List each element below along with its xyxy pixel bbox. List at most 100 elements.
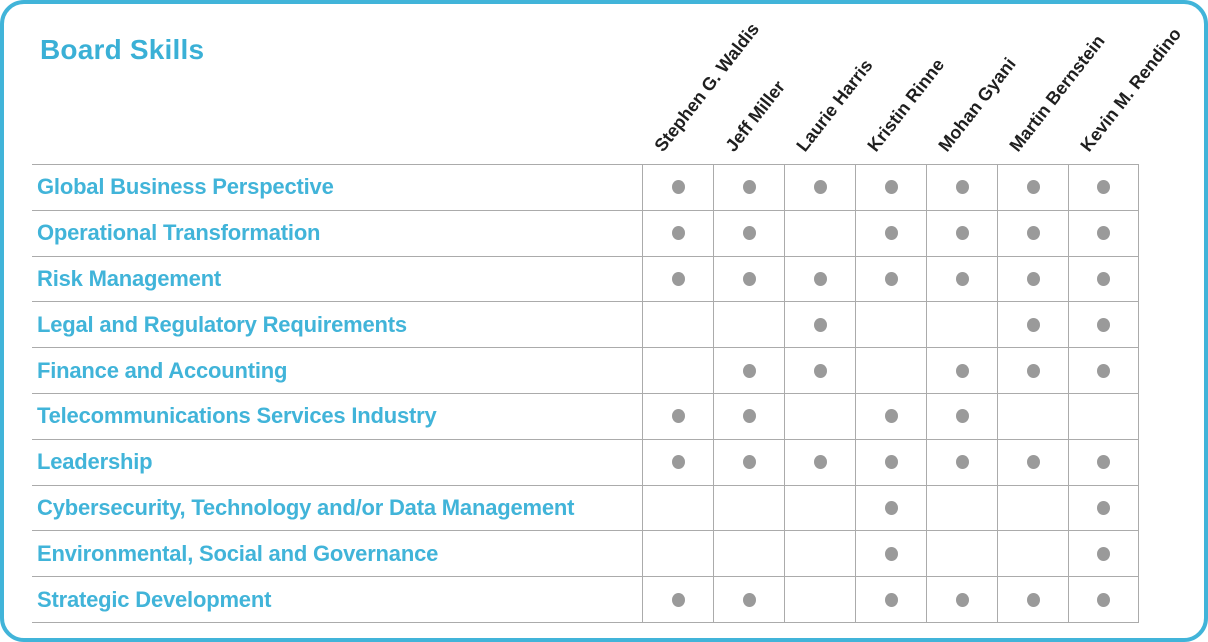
dot-icon bbox=[884, 409, 898, 424]
skill-empty-cell bbox=[713, 302, 784, 348]
skill-dot-cell bbox=[1068, 577, 1139, 622]
skill-dot-cell bbox=[713, 210, 784, 256]
dot-icon bbox=[1026, 592, 1040, 607]
dot-icon bbox=[1026, 271, 1040, 286]
skill-dot-cell bbox=[855, 439, 926, 485]
dot-icon bbox=[1026, 317, 1040, 332]
skill-row: Strategic Development bbox=[32, 576, 1139, 622]
skill-empty-cell bbox=[713, 485, 784, 531]
skill-dot-cell bbox=[784, 302, 855, 348]
dot-icon bbox=[884, 592, 898, 607]
skill-label: Global Business Perspective bbox=[37, 174, 334, 200]
skill-dot-cell bbox=[784, 348, 855, 393]
dot-icon bbox=[1097, 455, 1110, 470]
dot-icon bbox=[955, 271, 969, 286]
dot-icon bbox=[742, 271, 756, 286]
skill-dot-cell bbox=[713, 577, 784, 622]
page-title: Board Skills bbox=[40, 34, 205, 65]
skill-dot-cell bbox=[855, 577, 926, 622]
dot-icon bbox=[955, 455, 969, 470]
skill-row: Risk Management bbox=[32, 255, 1139, 302]
dot-icon bbox=[671, 180, 685, 195]
skill-dot-cell bbox=[926, 393, 997, 439]
skill-dot-cell bbox=[926, 577, 997, 622]
skill-row: Environmental, Social and Governance bbox=[32, 530, 1139, 577]
dot-icon bbox=[884, 455, 898, 470]
dot-icon bbox=[742, 226, 756, 241]
skill-label: Cybersecurity, Technology and/or Data Ma… bbox=[37, 494, 575, 520]
dot-icon bbox=[1097, 271, 1110, 286]
dot-icon bbox=[813, 455, 827, 470]
skill-label: Finance and Accounting bbox=[37, 357, 288, 383]
skill-empty-cell bbox=[784, 210, 855, 256]
skill-dot-cell bbox=[997, 256, 1068, 302]
skill-dot-cell bbox=[642, 256, 713, 302]
skill-empty-cell bbox=[784, 485, 855, 531]
grid-stub bbox=[784, 613, 855, 622]
dot-icon bbox=[955, 409, 969, 424]
skill-dot-cell bbox=[784, 256, 855, 302]
dot-icon bbox=[1097, 363, 1110, 378]
dot-icon bbox=[1097, 317, 1110, 332]
dot-icon bbox=[1026, 180, 1040, 195]
skill-dot-cell bbox=[926, 439, 997, 485]
skill-empty-cell bbox=[926, 531, 997, 577]
grid-stub bbox=[713, 613, 784, 622]
skill-empty-cell bbox=[642, 302, 713, 348]
skill-dot-cell bbox=[997, 210, 1068, 256]
skill-dot-cell bbox=[1068, 485, 1139, 531]
skill-empty-cell bbox=[784, 577, 855, 622]
skill-empty-cell bbox=[784, 531, 855, 577]
dot-icon bbox=[671, 455, 685, 470]
skill-dot-cell bbox=[713, 165, 784, 210]
skill-row: Leadership bbox=[32, 438, 1139, 485]
dot-icon bbox=[742, 180, 756, 195]
skill-dot-cell bbox=[855, 393, 926, 439]
skill-empty-cell bbox=[642, 485, 713, 531]
skill-dot-cell bbox=[642, 210, 713, 256]
skill-dot-cell bbox=[1068, 348, 1139, 393]
skill-dot-cell bbox=[713, 256, 784, 302]
dot-icon bbox=[742, 409, 756, 424]
member-names-header: Stephen G. Waldis Jeff Miller Laurie Harri… bbox=[4, 4, 1204, 164]
skill-dot-cell bbox=[642, 165, 713, 210]
dot-icon bbox=[1097, 592, 1110, 607]
skill-dot-cell bbox=[642, 393, 713, 439]
dot-icon bbox=[955, 363, 969, 378]
dot-icon bbox=[742, 592, 756, 607]
grid-stub bbox=[1068, 613, 1139, 622]
dot-icon bbox=[1097, 500, 1110, 515]
dot-icon bbox=[884, 271, 898, 286]
skill-empty-cell bbox=[784, 393, 855, 439]
dot-icon bbox=[813, 180, 827, 195]
skill-empty-cell bbox=[997, 485, 1068, 531]
skill-dot-cell bbox=[855, 165, 926, 210]
skill-dot-cell bbox=[855, 210, 926, 256]
skill-dot-cell bbox=[997, 348, 1068, 393]
dot-icon bbox=[1026, 455, 1040, 470]
dot-icon bbox=[1026, 226, 1040, 241]
skill-empty-cell bbox=[855, 348, 926, 393]
dot-icon bbox=[955, 592, 969, 607]
skill-dot-cell bbox=[1068, 302, 1139, 348]
skill-dot-cell bbox=[713, 348, 784, 393]
skill-label: Leadership bbox=[37, 449, 153, 475]
skill-dot-cell bbox=[713, 439, 784, 485]
skill-dot-cell bbox=[997, 439, 1068, 485]
dot-icon bbox=[742, 363, 756, 378]
skill-dot-cell bbox=[642, 439, 713, 485]
skill-dot-cell bbox=[642, 577, 713, 622]
skill-empty-cell bbox=[997, 393, 1068, 439]
dot-icon bbox=[671, 271, 685, 286]
skill-empty-cell bbox=[926, 485, 997, 531]
dot-icon bbox=[813, 363, 827, 378]
skill-dot-cell bbox=[926, 210, 997, 256]
skill-label: Risk Management bbox=[37, 265, 222, 291]
skill-dot-cell bbox=[855, 531, 926, 577]
dot-icon bbox=[742, 455, 756, 470]
skill-empty-cell bbox=[997, 531, 1068, 577]
skill-row: Cybersecurity, Technology and/or Data Ma… bbox=[32, 484, 1139, 531]
grid-stub bbox=[855, 613, 926, 622]
skill-dot-cell bbox=[997, 302, 1068, 348]
